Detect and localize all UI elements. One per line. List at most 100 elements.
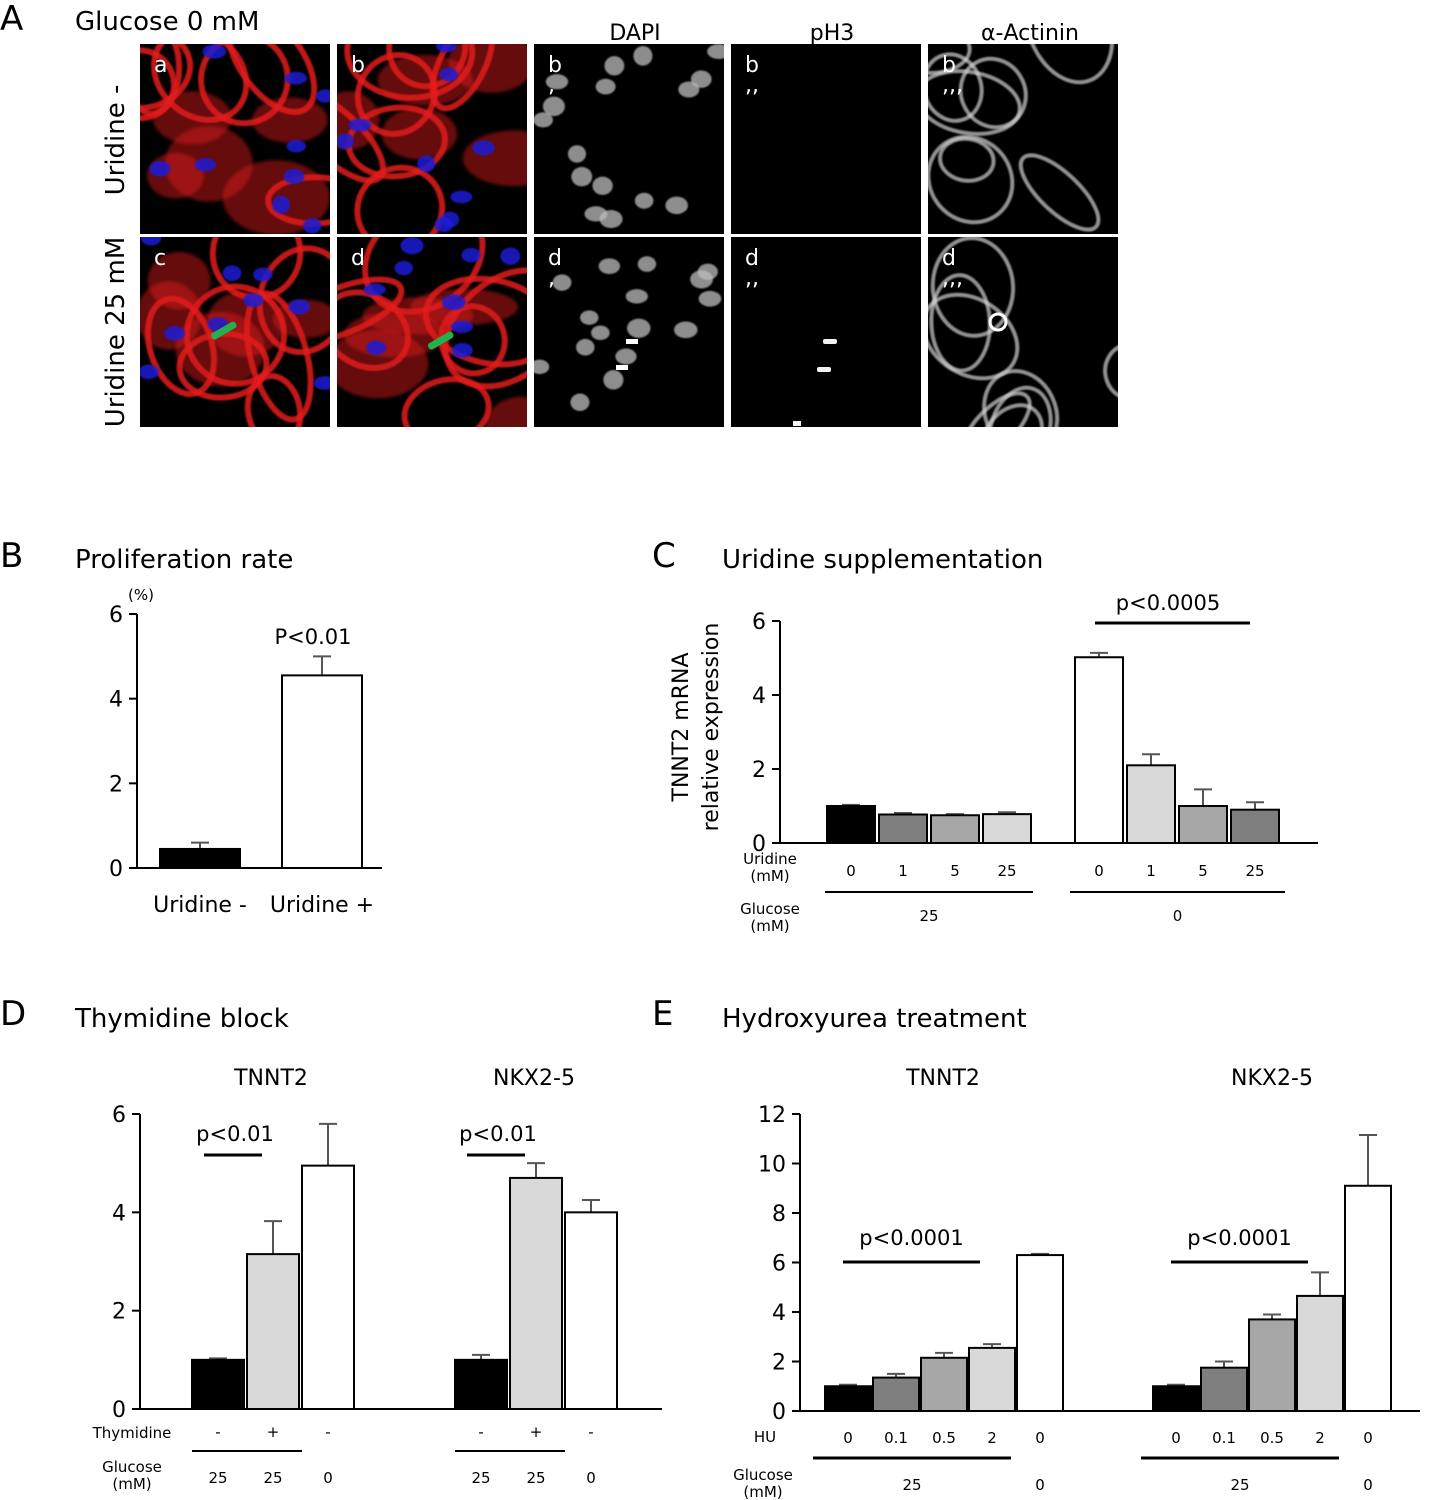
bar bbox=[1344, 1184, 1392, 1413]
ph3-mitotic-chromatin bbox=[210, 321, 237, 340]
bar bbox=[930, 814, 980, 844]
y-tick-label: 8 bbox=[772, 1202, 786, 1227]
thymidine-label: - bbox=[325, 1423, 330, 1441]
group-title: NKX2-5 bbox=[1231, 1066, 1313, 1091]
uridine-dose-label: 0 bbox=[1094, 862, 1104, 880]
panel-b-unit-label: (%) bbox=[128, 586, 154, 604]
dapi-nucleus bbox=[673, 321, 698, 339]
dapi-nucleus bbox=[272, 195, 291, 214]
micrograph-label: d bbox=[351, 246, 365, 271]
actinin-fiber bbox=[928, 134, 1015, 225]
actinin-cell-outline bbox=[140, 44, 183, 117]
micrograph-label: ,,, bbox=[942, 266, 963, 291]
p-value-label: p<0.0001 bbox=[859, 1226, 963, 1250]
panel-d: D Thymidine block 0 2 4 6 TNNT2 - 25 +25 - 0 p<0.0… bbox=[0, 994, 662, 1493]
micrograph-label: ,, bbox=[745, 73, 759, 98]
actinin-fiber bbox=[928, 292, 1020, 381]
glucose-label: 0 bbox=[1363, 1476, 1373, 1494]
ph3-positive-nucleus bbox=[793, 421, 801, 426]
panel-b: B Proliferation rate (%) 0 2 4 6 Uridine - Ur… bbox=[0, 536, 382, 918]
dapi-nucleus bbox=[592, 176, 613, 195]
dapi-nucleus bbox=[665, 196, 688, 215]
bar bbox=[1200, 1366, 1248, 1412]
dapi-nucleus bbox=[584, 206, 608, 222]
actinin-fiber bbox=[930, 237, 1016, 338]
uridine-dose-label: 0 bbox=[846, 862, 856, 880]
hu-dose-label: 0 bbox=[1171, 1429, 1181, 1447]
bar bbox=[509, 1176, 563, 1410]
dapi-nucleus bbox=[461, 248, 481, 263]
bar bbox=[878, 813, 928, 845]
uridine-dose-label: 1 bbox=[1146, 862, 1156, 880]
actinin-fiber bbox=[928, 69, 1022, 136]
actinin-cytoplasm bbox=[485, 396, 527, 427]
dapi-nucleus bbox=[140, 237, 162, 246]
dapi-nucleus bbox=[283, 168, 305, 185]
thymidine-label: - bbox=[215, 1423, 220, 1441]
actinin-fiber bbox=[928, 44, 972, 75]
dapi-nucleus bbox=[570, 393, 590, 412]
actinin-cell-outline bbox=[244, 373, 304, 427]
bar bbox=[1248, 1318, 1296, 1413]
bar bbox=[826, 805, 876, 844]
actinin-cytoplasm bbox=[410, 288, 519, 326]
hu-dose-label: 0.5 bbox=[1260, 1429, 1284, 1447]
hu-dose-label: 0.1 bbox=[884, 1429, 908, 1447]
dapi-nucleus bbox=[500, 247, 521, 265]
hu-dose-label: 0.1 bbox=[1212, 1429, 1236, 1447]
panel-c-title: Uridine supplementation bbox=[722, 545, 1043, 575]
dapi-nucleus bbox=[363, 283, 386, 296]
bar bbox=[281, 674, 363, 870]
panel-c-letter: C bbox=[652, 536, 676, 576]
micrograph-3 bbox=[534, 44, 724, 234]
panel-a-letter: A bbox=[0, 0, 23, 39]
y-tick-label: 0 bbox=[112, 1398, 126, 1423]
hu-dose-label: 0 bbox=[1363, 1429, 1373, 1447]
thymidine-label: - bbox=[588, 1423, 593, 1441]
panel-a: A Glucose 0 mM DAPI pH3 α-Actinin Uridin… bbox=[0, 0, 1118, 427]
dapi-nucleus bbox=[690, 270, 713, 289]
row-label-hu: HU bbox=[754, 1428, 776, 1446]
bar bbox=[191, 1358, 245, 1411]
dapi-nucleus bbox=[591, 325, 610, 341]
group-title: NKX2-5 bbox=[493, 1066, 575, 1091]
panel-b-letter: B bbox=[0, 536, 23, 576]
dapi-nucleus bbox=[417, 155, 436, 173]
actinin-fiber bbox=[928, 52, 984, 123]
chart-d: 0 2 4 6 TNNT2 - 25 +25 - 0 p<0.01 NKX2-5 - 25 +25 - 0 p<0… bbox=[92, 1066, 662, 1493]
actinin-rounded-cell bbox=[988, 312, 1008, 332]
y-tick-label: 4 bbox=[112, 1201, 126, 1226]
panel-a-title: Glucose 0 mM bbox=[75, 7, 259, 37]
actinin-cytoplasm bbox=[152, 91, 232, 145]
dapi-nucleus bbox=[707, 44, 724, 60]
glucose-label: 25 bbox=[471, 1469, 490, 1487]
dapi-nucleus bbox=[315, 89, 330, 103]
micrograph-label: ,, bbox=[745, 266, 759, 291]
dapi-nucleus bbox=[337, 133, 355, 150]
thymidine-label: + bbox=[530, 1423, 543, 1441]
micrograph-label: b bbox=[548, 53, 562, 78]
y-tick-label: 2 bbox=[752, 758, 766, 783]
dapi-nucleus bbox=[595, 78, 616, 95]
dapi-nucleus bbox=[439, 67, 459, 82]
panel-b-title: Proliferation rate bbox=[75, 545, 293, 575]
channel-label-actinin: α-Actinin bbox=[981, 21, 1079, 46]
row-label-glucose: Glucose bbox=[733, 1466, 793, 1484]
group-title: TNNT2 bbox=[233, 1066, 308, 1091]
y-tick-label: 0 bbox=[772, 1400, 786, 1425]
y-tick-label: 6 bbox=[752, 610, 766, 635]
micrograph-grid: a b b,b,,b,,,c d d,d,,d,,, bbox=[140, 44, 1118, 427]
y-tick-label: 0 bbox=[752, 832, 766, 857]
dapi-nucleus bbox=[625, 289, 648, 304]
micrograph-label: b bbox=[351, 53, 365, 78]
dapi-nucleus bbox=[140, 364, 159, 380]
panel-d-title: Thymidine block bbox=[74, 1004, 289, 1034]
actinin-cytoplasm bbox=[381, 108, 458, 160]
dapi-condensed-chromatin bbox=[616, 365, 628, 370]
dapi-nucleus bbox=[567, 145, 587, 163]
chart-b: 0 2 4 6 Uridine - Uridine + P<0.01 bbox=[109, 603, 382, 918]
thymidine-label: - bbox=[478, 1423, 483, 1441]
actinin-fiber bbox=[987, 385, 1053, 427]
dapi-nucleus bbox=[394, 260, 413, 276]
